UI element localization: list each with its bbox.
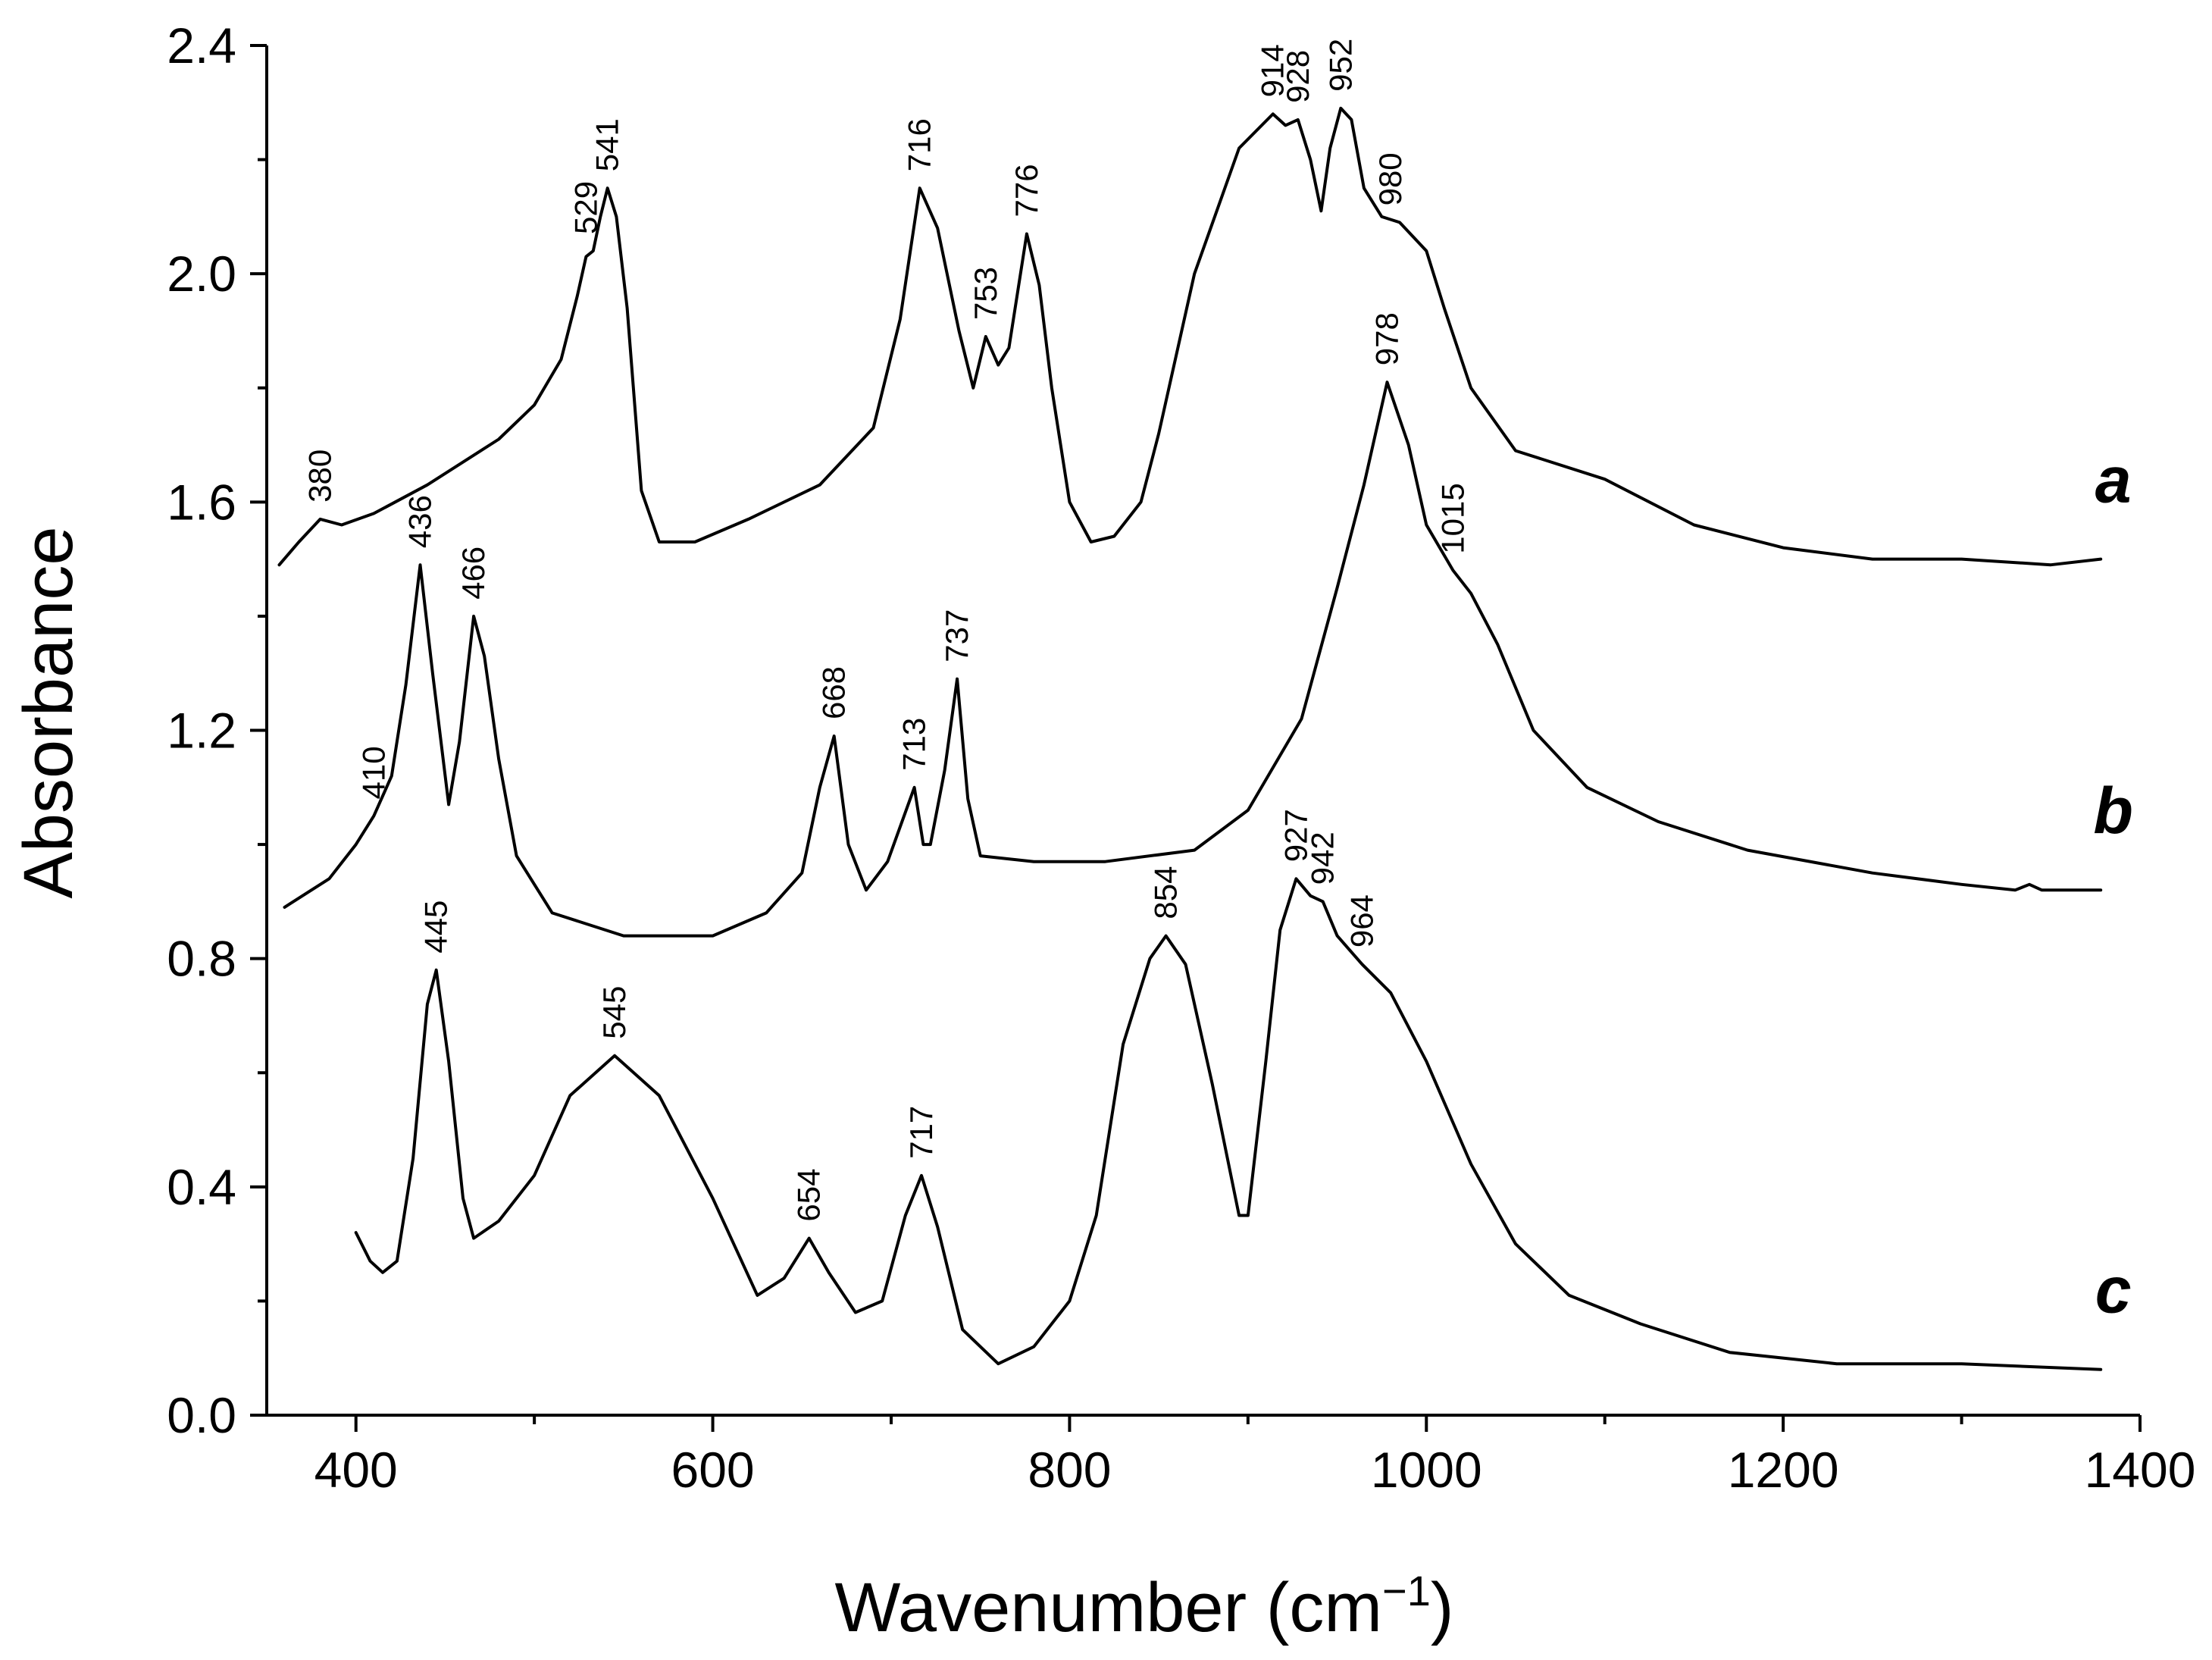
peak-label: 914 [1255, 44, 1291, 97]
x-axis-title-main: Wavenumber (cm [834, 1569, 1382, 1646]
series-c-label: c [2095, 1254, 2132, 1326]
peak-label: 717 [903, 1106, 939, 1159]
series-a-line [277, 106, 2103, 567]
peak-label: 541 [590, 118, 625, 171]
peak-label: 445 [418, 900, 454, 954]
peak-label: 1015 [1435, 483, 1471, 553]
y-tick-label: 1.6 [167, 474, 236, 530]
peak-label: 978 [1369, 312, 1405, 365]
peak-label: 436 [402, 495, 437, 548]
peak-label: 380 [302, 449, 338, 503]
peak-label: 927 [1278, 809, 1313, 862]
peak-label: 942 [1305, 832, 1341, 885]
peak-label: 654 [791, 1169, 827, 1222]
peak-label: 410 [355, 746, 391, 799]
series-c-line [354, 877, 2103, 1371]
x-axis-title-close: ) [1431, 1569, 1454, 1646]
x-axis: 400 600 800 1000 1200 1400 [267, 1414, 2196, 1498]
x-tick-label: 800 [1028, 1442, 1111, 1498]
y-axis: 0.0 0.4 0.8 1.2 1.6 2.0 2.4 [167, 17, 268, 1443]
peak-label: 668 [816, 666, 852, 719]
y-tick-label: 2.4 [167, 17, 236, 74]
y-tick-label: 0.0 [167, 1387, 236, 1443]
x-tick-label: 1400 [2085, 1442, 2196, 1498]
peak-label: 753 [968, 267, 1003, 320]
peak-label: 545 [596, 986, 632, 1039]
series-b-label: b [2093, 775, 2133, 847]
x-tick-label: 1000 [1371, 1442, 1482, 1498]
peak-label: 713 [896, 718, 932, 771]
peak-label: 952 [1322, 39, 1358, 92]
peak-label: 980 [1372, 152, 1408, 205]
peak-label: 776 [1009, 164, 1044, 217]
x-tick-label: 400 [314, 1442, 398, 1498]
peak-label: 466 [455, 547, 491, 600]
peak-label: 737 [939, 609, 975, 662]
peak-label: 964 [1344, 894, 1379, 947]
y-tick-label: 0.4 [167, 1159, 236, 1215]
peak-label: 529 [568, 181, 603, 234]
x-axis-title-superscript: −1 [1382, 1567, 1431, 1615]
x-tick-label: 600 [671, 1442, 755, 1498]
series-a-label: a [2095, 443, 2132, 516]
x-axis-title: Wavenumber (cm−1) [834, 1567, 1453, 1646]
series-b-line [283, 381, 2103, 938]
x-tick-label: 1200 [1728, 1442, 1839, 1498]
y-axis-title: Absorbance [10, 527, 87, 899]
peak-label: 854 [1148, 866, 1184, 919]
y-tick-label: 1.2 [167, 703, 236, 759]
peak-label: 716 [902, 118, 937, 171]
y-tick-label: 2.0 [167, 246, 236, 302]
peak-label: 928 [1280, 50, 1316, 103]
y-tick-label: 0.8 [167, 931, 236, 987]
